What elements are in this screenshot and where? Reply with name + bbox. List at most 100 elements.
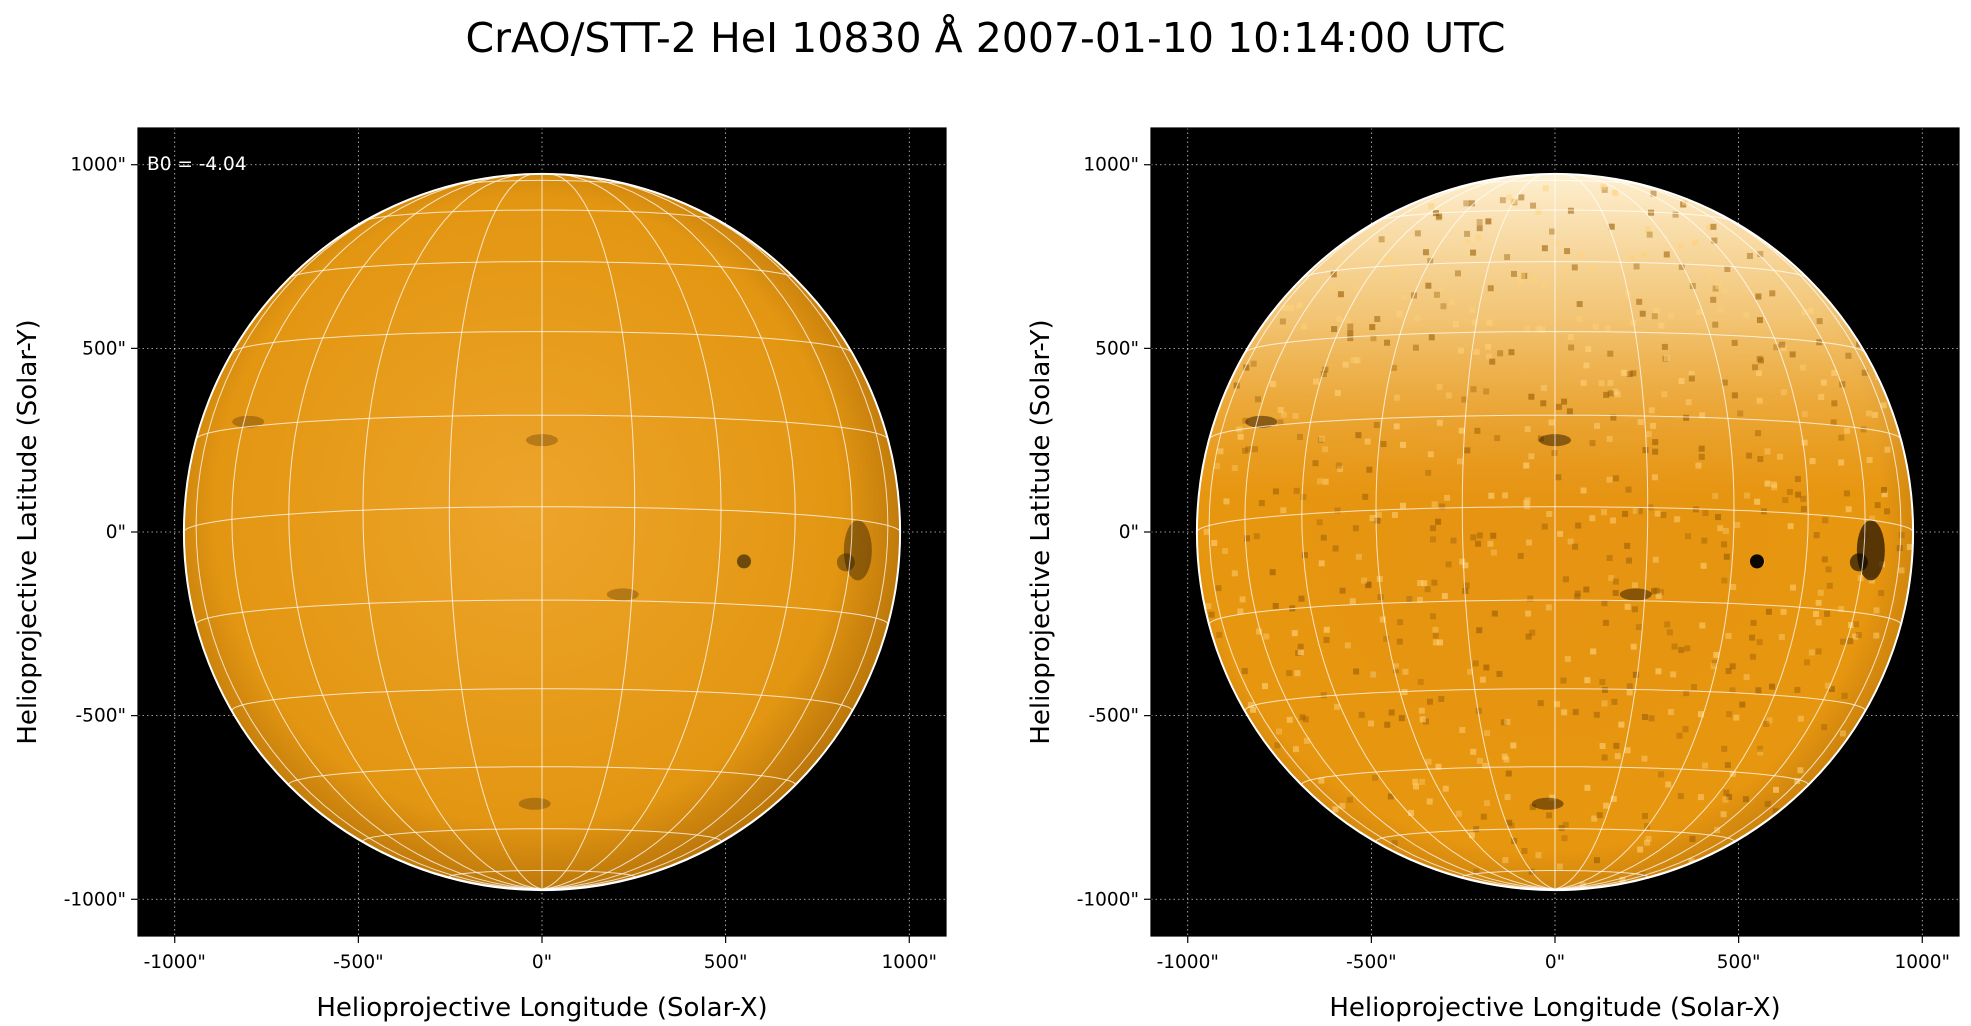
texture-pixel <box>1651 313 1658 320</box>
texture-pixel <box>1277 419 1284 426</box>
texture-pixel <box>1221 548 1228 555</box>
texture-pixel <box>1756 639 1763 646</box>
texture-pixel <box>1464 230 1471 237</box>
texture-pixel <box>1317 437 1324 444</box>
texture-pixel <box>1564 248 1571 255</box>
texture-pixel <box>1608 223 1615 230</box>
texture-pixel <box>1692 239 1699 246</box>
texture-pixel <box>1801 410 1808 417</box>
texture-pixel <box>1658 588 1665 595</box>
texture-pixel <box>1504 254 1511 261</box>
texture-pixel <box>1294 670 1301 677</box>
texture-pixel <box>1473 348 1480 355</box>
texture-pixel <box>1432 632 1439 639</box>
x-tick-label: -500" <box>1346 952 1397 973</box>
texture-pixel <box>1668 312 1675 319</box>
texture-pixel <box>1272 488 1279 495</box>
texture-pixel <box>1436 383 1443 390</box>
texture-pixel <box>1245 446 1252 453</box>
texture-pixel <box>1521 847 1528 854</box>
texture-pixel <box>1430 525 1437 532</box>
texture-pixel <box>1653 308 1660 315</box>
texture-pixel <box>1457 458 1464 465</box>
texture-pixel <box>1580 379 1587 386</box>
texture-pixel <box>1401 689 1408 696</box>
texture-pixel <box>1489 358 1496 365</box>
texture-pixel <box>1840 638 1847 645</box>
texture-pixel <box>1661 391 1668 398</box>
texture-pixel <box>1482 762 1489 769</box>
texture-pixel <box>1603 802 1610 809</box>
texture-pixel <box>1505 770 1512 777</box>
texture-pixel <box>1779 341 1786 348</box>
texture-pixel <box>1576 301 1583 308</box>
texture-pixel <box>1318 435 1325 442</box>
x-tick-label: -1000" <box>144 952 206 973</box>
texture-pixel <box>1502 492 1509 499</box>
texture-pixel <box>1344 317 1351 324</box>
texture-pixel <box>1555 474 1562 481</box>
texture-pixel <box>1323 626 1330 633</box>
texture-pixel <box>1322 478 1329 485</box>
texture-pixel <box>1462 562 1469 569</box>
y-axis-label: Helioprojective Latitude (Solar-Y) <box>13 319 43 744</box>
texture-pixel <box>1413 783 1420 790</box>
texture-pixel <box>1601 686 1608 693</box>
texture-pixel <box>1697 794 1704 801</box>
texture-pixel <box>1242 417 1249 424</box>
texture-pixel <box>1672 211 1679 218</box>
texture-pixel <box>1274 742 1281 749</box>
texture-pixel <box>1655 592 1662 599</box>
texture-pixel <box>1517 552 1524 559</box>
heliographic-grid-line <box>541 189 889 890</box>
texture-pixel <box>1715 514 1722 521</box>
texture-pixel <box>1746 252 1753 259</box>
texture-pixel <box>1364 582 1371 589</box>
texture-pixel <box>1510 742 1517 749</box>
texture-pixel <box>1483 664 1490 671</box>
texture-pixel <box>1710 296 1717 303</box>
solar-limb <box>1195 172 1915 892</box>
texture-pixel <box>1468 832 1475 839</box>
texture-pixel <box>1644 226 1651 233</box>
texture-pixel <box>1476 627 1483 634</box>
texture-pixel <box>1648 209 1655 216</box>
texture-pixel <box>1406 595 1413 602</box>
texture-pixel <box>1503 756 1510 763</box>
texture-pixel <box>1764 800 1771 807</box>
texture-pixel <box>1646 231 1653 238</box>
texture-pixel <box>1457 347 1464 354</box>
texture-pixel <box>1470 534 1477 541</box>
texture-pixel <box>1820 379 1827 386</box>
texture-pixel <box>1279 318 1286 325</box>
texture-pixel <box>1667 709 1674 716</box>
texture-pixel <box>1459 558 1466 565</box>
texture-pixel <box>1766 717 1773 724</box>
texture-pixel <box>1606 555 1613 562</box>
texture-pixel <box>1763 720 1770 727</box>
heliographic-grid-line <box>1554 189 1902 890</box>
x-axis-label: Helioprojective Longitude (Solar-X) <box>1329 993 1780 1023</box>
texture-pixel <box>1316 519 1323 526</box>
texture-pixel <box>1874 502 1881 509</box>
texture-pixel <box>1459 727 1466 734</box>
texture-pixel <box>1821 556 1828 563</box>
texture-pixel <box>1455 810 1462 817</box>
texture-pixel <box>1838 459 1845 466</box>
texture-pixel <box>1291 630 1298 637</box>
texture-pixel <box>1648 407 1655 414</box>
texture-pixel <box>1470 748 1477 755</box>
texture-pixel <box>1472 660 1479 667</box>
texture-pixel <box>1755 293 1762 300</box>
texture-pixel <box>1318 560 1325 567</box>
texture-pixel <box>1583 586 1590 593</box>
texture-pixel <box>1626 371 1633 378</box>
texture-pixel <box>1458 427 1465 434</box>
texture-pixel <box>1504 718 1511 725</box>
texture-pixel <box>1358 711 1365 718</box>
texture-pixel <box>1755 370 1762 377</box>
texture-pixel <box>1817 589 1824 596</box>
texture-pixel <box>1237 608 1244 615</box>
y-tick-label: 0" <box>1119 522 1139 543</box>
texture-pixel <box>1743 492 1750 499</box>
